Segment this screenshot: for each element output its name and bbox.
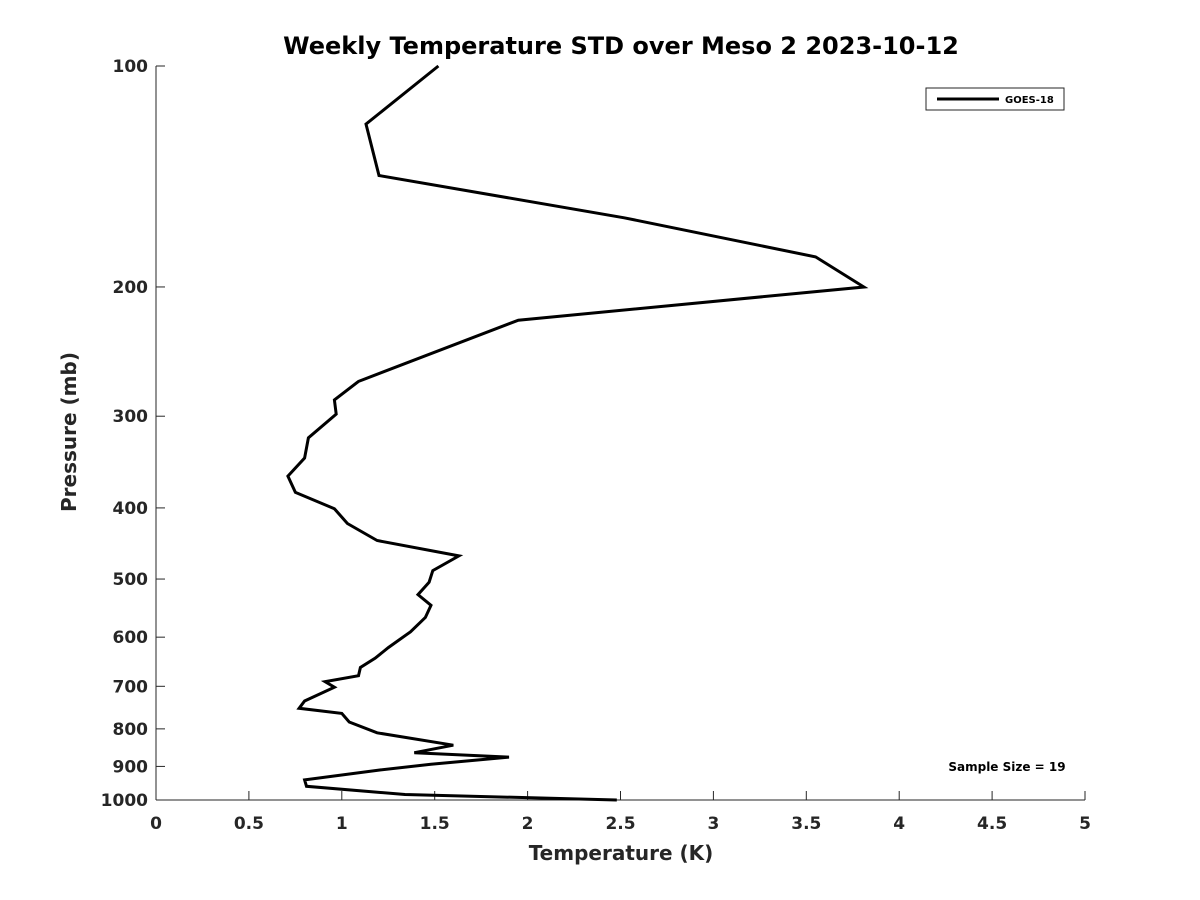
y-tick-label: 300 (113, 407, 149, 427)
x-tick-label: 0 (150, 814, 162, 834)
y-axis-label: Pressure (mb) (57, 352, 81, 512)
series-group (288, 66, 864, 800)
legend: GOES-18 (926, 88, 1064, 110)
x-tick-label: 2.5 (605, 814, 635, 834)
x-tick-label: 5 (1079, 814, 1091, 834)
y-tick-label: 400 (113, 499, 149, 519)
y-tick-label: 600 (113, 628, 149, 648)
x-tick-label: 3 (707, 814, 719, 834)
x-tick-label: 0.5 (234, 814, 264, 834)
y-tick-label: 700 (113, 677, 149, 697)
x-tick-label: 1.5 (420, 814, 450, 834)
x-tick-label: 1 (336, 814, 348, 834)
x-axis-ticks: 0 0.5 1 1.5 2 2.5 3 3.5 4 4.5 5 (150, 791, 1091, 834)
x-tick-label: 3.5 (791, 814, 821, 834)
x-tick-label: 4.5 (977, 814, 1007, 834)
y-tick-label: 200 (113, 278, 149, 298)
chart-title: Weekly Temperature STD over Meso 2 2023-… (283, 32, 959, 60)
sample-size-annotation: Sample Size = 19 (948, 760, 1065, 774)
series-line-goes-18 (288, 66, 864, 800)
y-tick-label: 900 (113, 757, 149, 777)
x-tick-label: 4 (893, 814, 905, 834)
y-tick-label: 100 (113, 57, 149, 77)
legend-label-goes-18: GOES-18 (1005, 95, 1054, 106)
y-tick-label: 800 (113, 720, 149, 740)
y-tick-label: 500 (113, 570, 149, 590)
x-axis-label: Temperature (K) (529, 841, 714, 865)
y-tick-label: 1000 (101, 791, 148, 811)
x-tick-label: 2 (522, 814, 534, 834)
y-axis-ticks: 100 200 300 400 500 600 700 800 900 1000 (101, 57, 165, 811)
